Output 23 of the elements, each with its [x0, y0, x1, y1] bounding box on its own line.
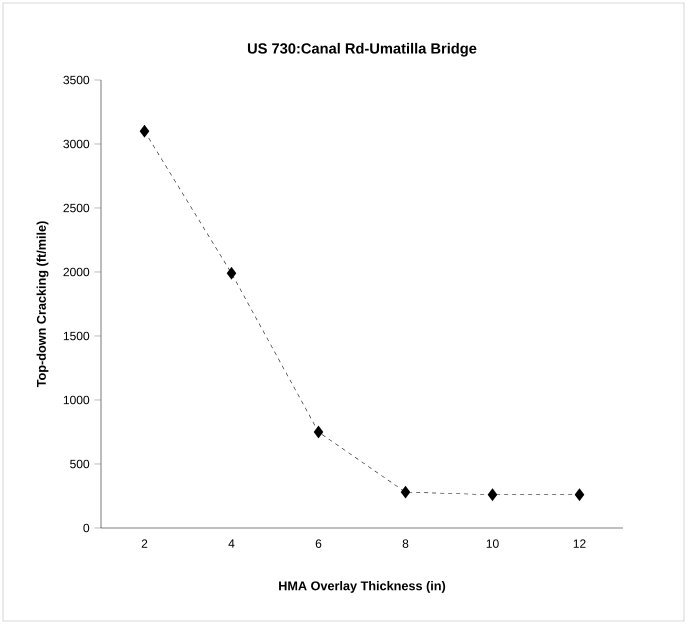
point [226, 267, 236, 280]
y-tick-label: 2000 [64, 268, 90, 276]
y-axis-title: Top-down Cracking (ft/mile) [36, 221, 48, 388]
y-tick-label: 3000 [63, 140, 90, 148]
y-tick-label: 0 [83, 524, 90, 532]
x-tick-label: 8 [402, 539, 408, 548]
y-tick-label: 1000 [64, 396, 90, 404]
point [140, 124, 150, 138]
x-tick-label: 10 [486, 539, 499, 548]
y-tick-label: 2500 [64, 204, 90, 212]
point [314, 426, 324, 438]
x-tick-label: 2 [142, 539, 148, 548]
x-tick-label: 6 [316, 539, 322, 548]
x-tick-label: 4 [228, 539, 234, 548]
x-axis-title: HMA Overlay Thickness (in) [279, 581, 446, 593]
y-tick-label: 3500 [63, 76, 90, 84]
x-tick-label: 12 [574, 539, 586, 548]
point [574, 488, 584, 501]
y-tick-label: 1500 [64, 332, 90, 340]
point [400, 486, 410, 498]
point [488, 488, 498, 501]
y-tick-label: 500 [70, 460, 90, 468]
chart-title: US 730:Canal Rd-Umatilla Bridge [248, 42, 476, 57]
